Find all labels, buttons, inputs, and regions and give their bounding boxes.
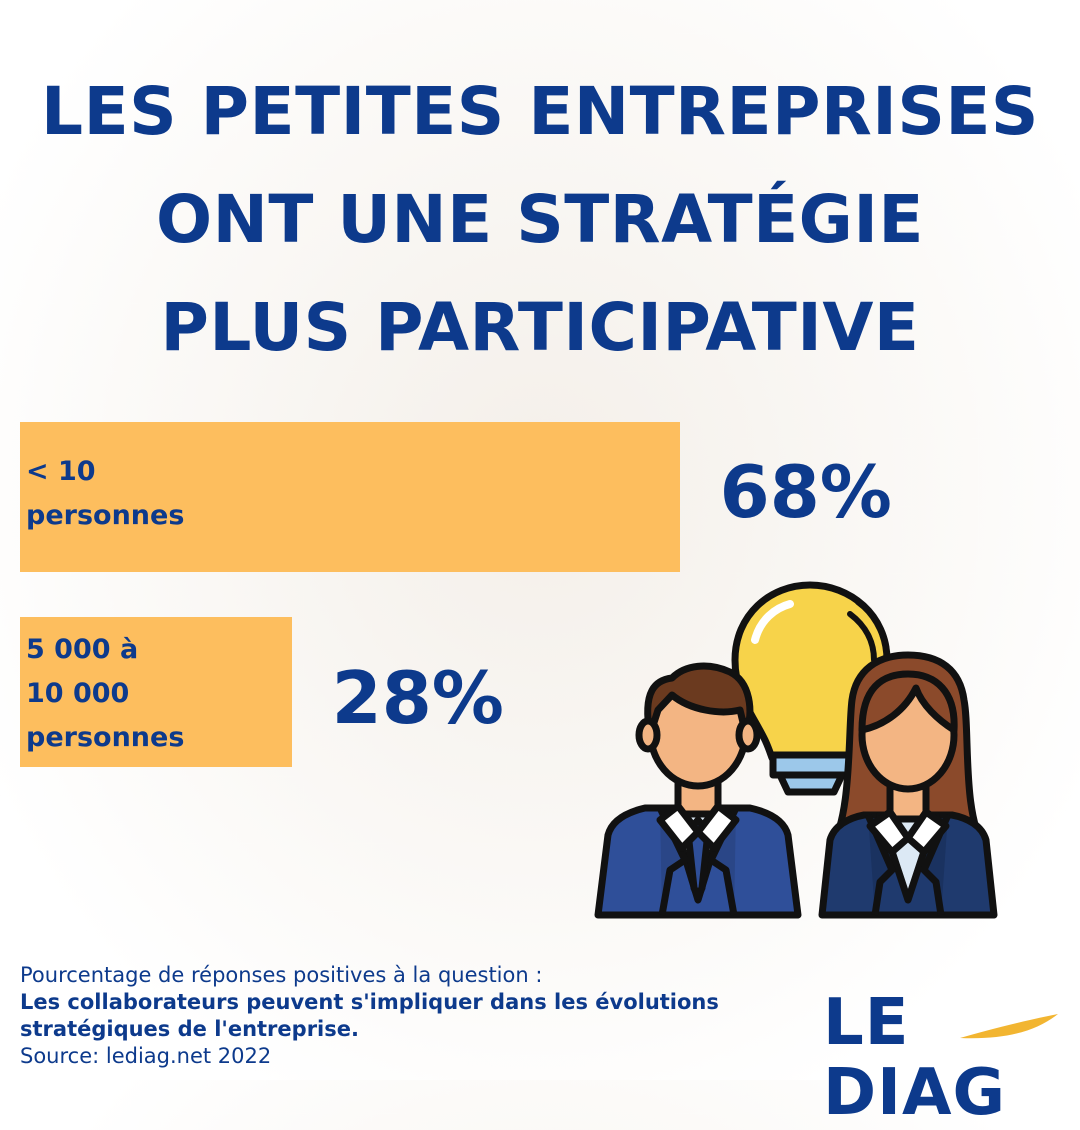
bar-label-small-companies: < 10 personnes — [26, 456, 185, 531]
value-label-small-companies: 68% — [719, 450, 892, 534]
title-line-2: ONT UNE STRATÉGIE — [156, 181, 924, 258]
title-line-3: PLUS PARTICIPATIVE — [160, 289, 920, 366]
man-icon — [594, 662, 802, 919]
brand-logo: LE DIAG — [823, 988, 1063, 1128]
woman-icon — [818, 651, 998, 919]
bar-small-companies — [20, 422, 680, 572]
value-label-large-companies: 28% — [331, 656, 504, 740]
footer-question-line-2: stratégiques de l'entreprise. — [20, 1017, 359, 1041]
title-line-1: LES PETITES ENTREPRISES — [41, 73, 1039, 150]
footer-intro: Pourcentage de réponses positives à la q… — [20, 963, 543, 987]
logo-swoosh-icon — [960, 1014, 1058, 1039]
bar-large-companies — [20, 617, 292, 767]
page-title: LES PETITES ENTREPRISES ONT UNE STRATÉGI… — [0, 58, 1080, 382]
bar-label-large-companies: 5 000 à 10 000 personnes — [26, 634, 185, 753]
illustration — [594, 581, 998, 919]
footer-source: Source: lediag.net 2022 — [20, 1044, 272, 1068]
footer-note: Pourcentage de réponses positives à la q… — [20, 962, 780, 1070]
footer-question-line-1: Les collaborateurs peuvent s'impliquer d… — [20, 990, 719, 1014]
